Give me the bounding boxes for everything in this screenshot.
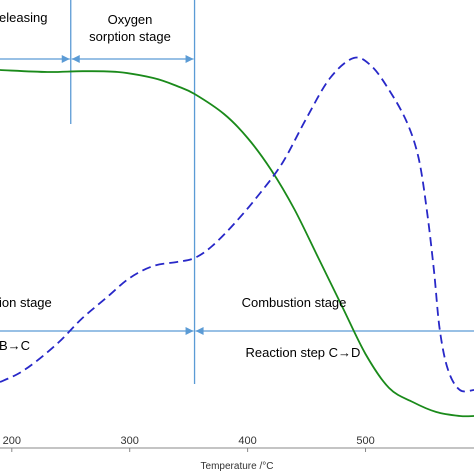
x-tick-label: 300 [121, 435, 139, 447]
x-axis: 200 300 400 500 [0, 435, 474, 452]
dashed-curve [0, 56, 474, 393]
lower-arrow-right-head [195, 327, 204, 335]
stage-label-step-bc: B→C [0, 338, 30, 353]
stage-label-ion-stage: ion stage [0, 295, 52, 310]
stage-label-releasing: eleasing [0, 10, 47, 25]
curves [0, 56, 474, 418]
upper-arrow-middle-head-right [185, 55, 194, 63]
x-axis-label: Temperature /°C [201, 461, 274, 472]
lower-arrow-left-head [185, 327, 194, 335]
stage-label-combustion: Combustion stage [242, 295, 347, 310]
stage-label-oxygen-line2: sorption stage [89, 29, 171, 44]
solid-curve [0, 69, 474, 418]
stage-label-step-cd: Reaction step C→D [246, 345, 361, 360]
x-tick-label: 400 [238, 435, 256, 447]
upper-arrow-middle-head-left [71, 55, 80, 63]
x-tick-label: 500 [356, 435, 374, 447]
x-tick-label: 200 [3, 435, 21, 447]
stage-dividers [0, 0, 474, 384]
stage-label-oxygen-line1: Oxygen [108, 12, 153, 27]
upper-arrow-left-head [61, 55, 70, 63]
